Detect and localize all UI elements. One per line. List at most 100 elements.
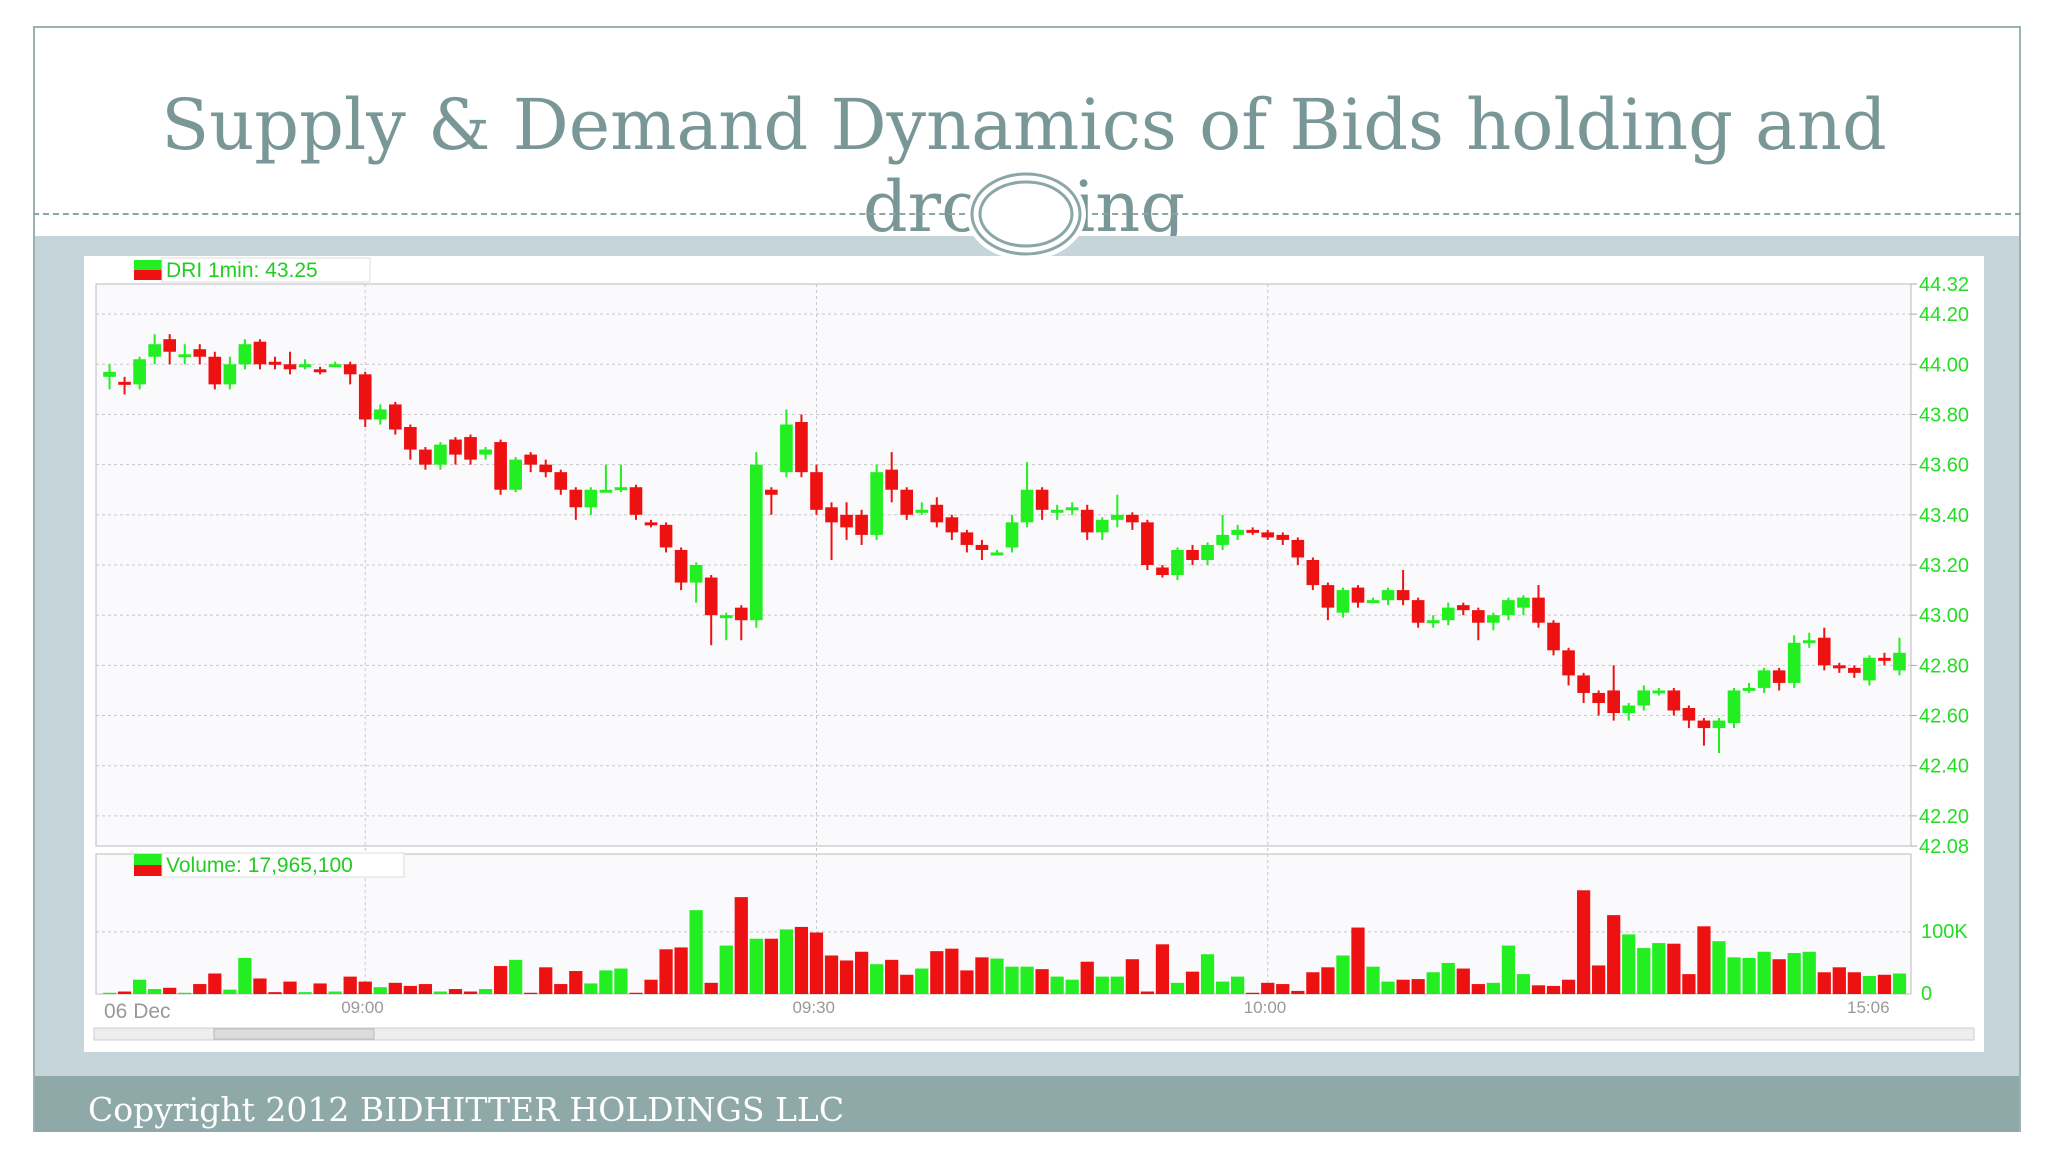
candle-body xyxy=(1517,597,1530,608)
candle-body xyxy=(1231,529,1244,535)
volume-axis-label: 100K xyxy=(1921,921,1968,943)
volume-bar xyxy=(1276,984,1290,994)
candle-body xyxy=(1456,605,1470,611)
candle-body xyxy=(1080,509,1094,533)
volume-bar xyxy=(132,979,147,994)
candle-body xyxy=(689,565,703,583)
candle-body xyxy=(1772,670,1786,683)
volume-bar xyxy=(1050,976,1064,994)
volume-bar xyxy=(584,983,598,994)
candle-body xyxy=(494,442,507,490)
volume-bar xyxy=(1817,972,1831,994)
candle-body xyxy=(1562,650,1575,676)
volume-bar xyxy=(1336,955,1350,994)
volume-bar xyxy=(1035,969,1049,994)
candle-body xyxy=(1216,534,1229,545)
volume-bar xyxy=(1261,982,1275,994)
title-divider-right xyxy=(1092,213,2021,215)
candle-body xyxy=(780,424,793,473)
volume-bar xyxy=(854,951,869,994)
candle-body xyxy=(404,427,417,450)
volume-bar xyxy=(960,970,974,994)
candle-body xyxy=(313,369,327,373)
volume-axis-label: 0 xyxy=(1921,983,1932,1005)
candle-body xyxy=(885,469,899,490)
candle-body xyxy=(704,577,718,616)
candle-body xyxy=(614,487,628,491)
volume-bar xyxy=(163,987,177,994)
volume-bar xyxy=(148,989,162,994)
volume-bar xyxy=(1125,959,1139,994)
volume-bar xyxy=(1607,915,1621,994)
candle-body xyxy=(1487,615,1500,623)
candle-body xyxy=(1246,529,1260,533)
scrollbar-thumb[interactable] xyxy=(213,1028,375,1040)
volume-bar xyxy=(915,968,929,994)
candle-body xyxy=(103,371,116,377)
candlestick-chart: 44.32 44.20 44.00 43.80 43.60 43.40 43.20 43.00… xyxy=(93,257,1975,1041)
time-axis-label: 09:30 xyxy=(792,998,835,1017)
candle-body xyxy=(1020,489,1034,523)
candle-body xyxy=(599,489,613,493)
candle-body xyxy=(1201,544,1214,560)
volume-bar xyxy=(719,945,733,994)
volume-bar xyxy=(990,958,1004,994)
time-axis-label: 09:00 xyxy=(341,998,384,1017)
candle-body xyxy=(1336,590,1350,613)
volume-bar xyxy=(1757,951,1771,994)
candle-body xyxy=(840,514,853,528)
candle-body xyxy=(1035,489,1049,510)
candle-body xyxy=(945,517,959,533)
time-axis-label: 06 Dec xyxy=(104,1000,171,1023)
horizontal-scrollbar[interactable] xyxy=(93,1027,1975,1041)
candle-body xyxy=(659,524,673,548)
candle-body xyxy=(373,409,387,420)
volume-bar xyxy=(478,989,493,994)
candle-body xyxy=(719,615,733,619)
volume-bar xyxy=(418,984,433,994)
candle-body xyxy=(870,472,883,535)
volume-bar xyxy=(1667,943,1681,994)
candle-body xyxy=(1592,692,1605,703)
candle-body xyxy=(178,354,192,358)
volume-bar xyxy=(1862,975,1877,994)
candle-body xyxy=(1171,549,1184,576)
volume-bar xyxy=(208,973,222,994)
volume-bar xyxy=(509,959,523,994)
candle-body xyxy=(148,344,161,357)
candle-body xyxy=(223,364,237,385)
candle-body xyxy=(419,449,432,465)
candle-body xyxy=(629,487,643,515)
volume-bar xyxy=(1366,966,1380,994)
candle-body xyxy=(1848,667,1861,673)
candle-body xyxy=(584,489,598,508)
volume-bar xyxy=(539,967,553,994)
volume-bar xyxy=(1231,976,1245,994)
volume-bar xyxy=(1306,972,1320,994)
volume-bar xyxy=(117,991,132,994)
candle-body xyxy=(1787,642,1801,683)
candle-body xyxy=(1471,610,1485,623)
volume-bar xyxy=(900,974,914,994)
price-legend-box xyxy=(161,257,371,283)
candle-body xyxy=(900,489,914,515)
candle-body xyxy=(1065,507,1079,511)
candle-body xyxy=(930,504,944,523)
candle-body xyxy=(674,549,688,583)
price-axis-label: 42.08 xyxy=(1919,836,1969,858)
candle-body xyxy=(1637,690,1651,706)
candle-body xyxy=(449,439,462,455)
candle-body xyxy=(1547,622,1560,651)
volume-bar xyxy=(659,949,673,994)
volume-bar xyxy=(1140,991,1155,994)
candle-body xyxy=(825,507,838,523)
volume-bar xyxy=(1622,934,1636,994)
volume-bar xyxy=(794,926,809,994)
candle-body xyxy=(734,607,748,621)
volume-bar xyxy=(524,992,538,994)
candle-body xyxy=(1141,522,1154,565)
volume-bar xyxy=(1652,943,1666,994)
volume-bar xyxy=(1200,954,1215,994)
volume-legend-up-swatch xyxy=(134,854,162,865)
volume-bar xyxy=(1847,972,1861,994)
